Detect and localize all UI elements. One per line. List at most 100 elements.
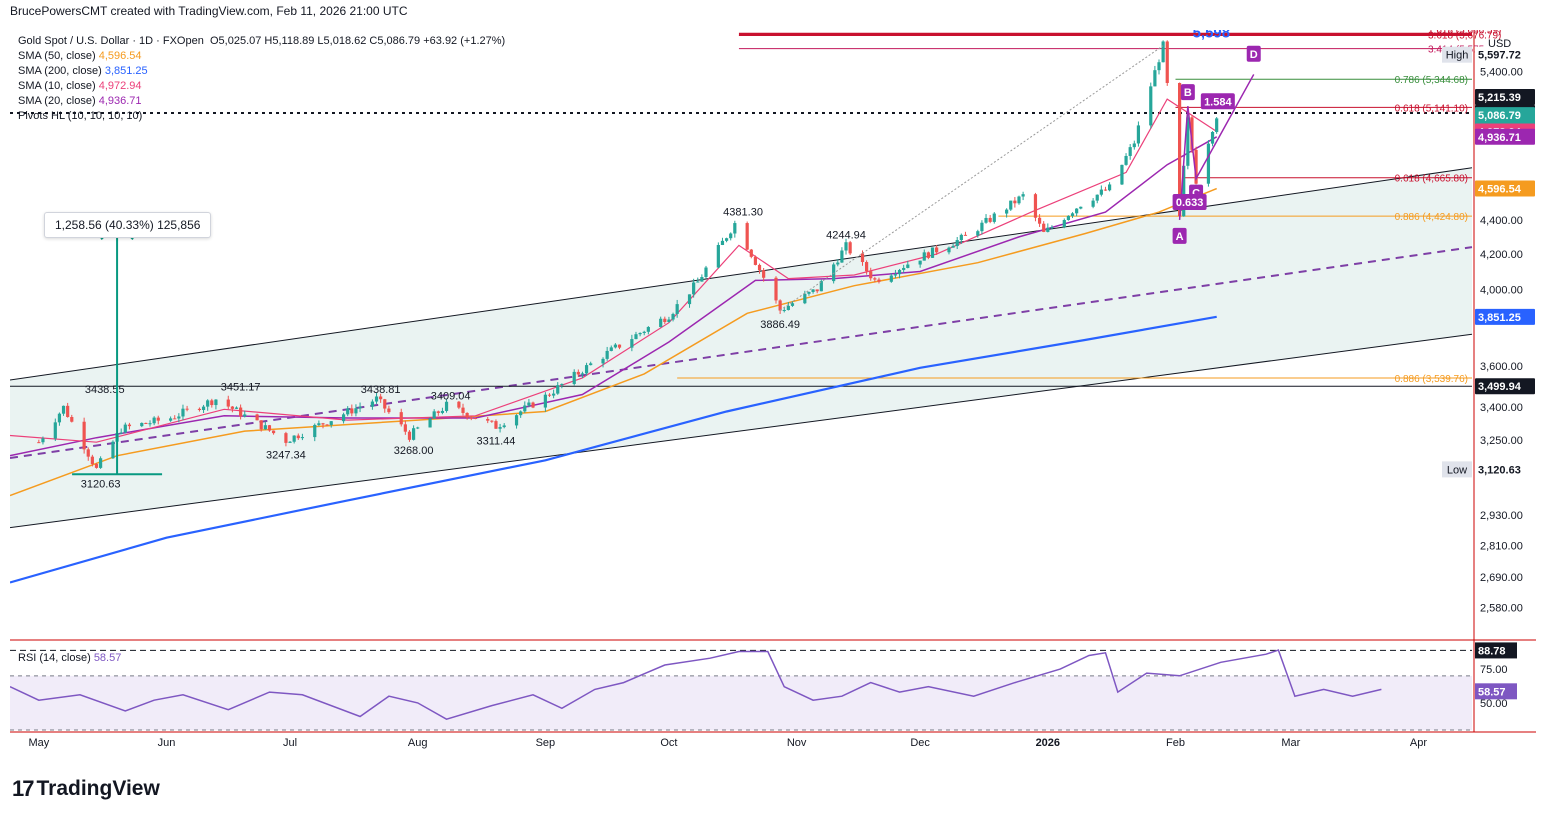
candle-body[interactable] xyxy=(1206,143,1211,184)
candle-body[interactable] xyxy=(201,406,206,411)
candle-body[interactable] xyxy=(753,256,758,265)
candle-body[interactable] xyxy=(1050,227,1054,229)
channel-lower-line[interactable] xyxy=(10,333,1473,529)
candle-body[interactable] xyxy=(1017,196,1021,204)
candle-body[interactable] xyxy=(383,399,387,409)
candle-body[interactable] xyxy=(1042,223,1046,232)
candle-body[interactable] xyxy=(444,401,449,411)
candle-body[interactable] xyxy=(123,424,127,433)
candle-body[interactable] xyxy=(284,433,288,443)
candle-body[interactable] xyxy=(889,275,893,282)
candle-body[interactable] xyxy=(1157,62,1161,71)
candle-body[interactable] xyxy=(206,400,210,407)
candle-body[interactable] xyxy=(1210,131,1215,144)
candle-body[interactable] xyxy=(692,282,696,295)
currency-label[interactable]: USD xyxy=(1488,38,1512,50)
candle-body[interactable] xyxy=(803,293,807,304)
candle-body[interactable] xyxy=(704,267,708,278)
candle-body[interactable] xyxy=(169,418,173,421)
candle-body[interactable] xyxy=(1182,165,1186,217)
chart-frame[interactable]: 1.618 (5,686.59)3.618 (5,676.79)3.414 (5… xyxy=(10,30,1536,762)
candle-body[interactable] xyxy=(1095,194,1099,201)
price-tag[interactable] xyxy=(1475,308,1535,325)
candle-body[interactable] xyxy=(1186,117,1190,166)
candle-body[interactable] xyxy=(1062,220,1066,228)
candle-body[interactable] xyxy=(1046,227,1050,232)
candle-body[interactable] xyxy=(119,432,123,434)
candle-body[interactable] xyxy=(469,417,473,419)
legend-sma20-row[interactable]: SMA (20, close) 4,936.71 xyxy=(18,95,505,107)
candle-body[interactable] xyxy=(576,371,580,375)
candle-body[interactable] xyxy=(457,401,461,408)
candle-body[interactable] xyxy=(370,401,375,407)
candle-body[interactable] xyxy=(1161,41,1165,63)
candle-body[interactable] xyxy=(757,264,762,271)
candle-body[interactable] xyxy=(790,303,795,306)
candle-body[interactable] xyxy=(992,213,996,222)
candle-body[interactable] xyxy=(379,396,383,400)
candle-body[interactable] xyxy=(37,442,41,444)
candle-body[interactable] xyxy=(428,418,432,428)
candle-body[interactable] xyxy=(840,250,844,263)
candle-body[interactable] xyxy=(181,408,185,417)
candle-body[interactable] xyxy=(197,408,202,411)
legend-sma10-row[interactable]: SMA (10, close) 4,972.94 xyxy=(18,80,505,92)
candle-body[interactable] xyxy=(177,416,181,419)
candle-body[interactable] xyxy=(552,393,556,396)
candle-body[interactable] xyxy=(259,420,263,430)
candle-body[interactable] xyxy=(696,281,700,283)
candle-body[interactable] xyxy=(865,262,869,272)
candle-body[interactable] xyxy=(893,274,898,276)
candle-body[interactable] xyxy=(1190,117,1194,150)
price-tag[interactable] xyxy=(1475,46,1535,63)
candle-body[interactable] xyxy=(745,223,749,250)
candle-body[interactable] xyxy=(584,365,589,374)
candle-body[interactable] xyxy=(1013,200,1017,204)
candle-body[interactable] xyxy=(935,247,939,253)
candle-body[interactable] xyxy=(317,423,321,425)
candle-body[interactable] xyxy=(1178,82,1182,217)
tradingview-brand[interactable]: 17 TradingView xyxy=(12,776,160,802)
candle-body[interactable] xyxy=(173,418,177,420)
candle-body[interactable] xyxy=(811,289,815,292)
candle-body[interactable] xyxy=(94,464,99,468)
candle-body[interactable] xyxy=(1128,147,1132,156)
candle-body[interactable] xyxy=(1021,194,1025,197)
candle-body[interactable] xyxy=(980,222,984,232)
candle-body[interactable] xyxy=(1009,200,1013,210)
candle-body[interactable] xyxy=(1120,164,1124,185)
candle-body[interactable] xyxy=(601,358,605,364)
candle-body[interactable] xyxy=(1066,215,1071,221)
price-tag[interactable] xyxy=(1475,378,1535,395)
harmonic-pattern[interactable] xyxy=(1178,74,1255,220)
candle-body[interactable] xyxy=(111,441,115,459)
candle-body[interactable] xyxy=(239,407,243,417)
candle-body[interactable] xyxy=(902,267,906,270)
candle-body[interactable] xyxy=(897,269,902,275)
candle-body[interactable] xyxy=(1070,213,1075,216)
candle-body[interactable] xyxy=(580,373,585,375)
candle-body[interactable] xyxy=(432,411,436,419)
candle-body[interactable] xyxy=(782,310,786,312)
candle-body[interactable] xyxy=(955,240,959,247)
candle-body[interactable] xyxy=(926,252,930,258)
candle-body[interactable] xyxy=(1103,189,1108,191)
candle-body[interactable] xyxy=(1005,209,1009,214)
candle-body[interactable] xyxy=(638,332,642,335)
candle-body[interactable] xyxy=(860,253,865,263)
candle-body[interactable] xyxy=(762,270,766,278)
candle-body[interactable] xyxy=(556,385,560,394)
candle-body[interactable] xyxy=(724,238,729,241)
harmonic-point-badge[interactable] xyxy=(1180,84,1195,101)
candle-body[interactable] xyxy=(127,424,132,427)
candle-body[interactable] xyxy=(663,318,667,323)
candle-body[interactable] xyxy=(152,417,156,424)
harmonic-point-badge[interactable] xyxy=(1172,193,1207,210)
candle-body[interactable] xyxy=(988,217,992,222)
candle-body[interactable] xyxy=(716,244,720,268)
candle-body[interactable] xyxy=(873,278,877,280)
price-tag[interactable] xyxy=(1475,180,1535,197)
candle-body[interactable] xyxy=(1079,206,1083,209)
channel-upper-line[interactable] xyxy=(10,167,1473,381)
harmonic-point-badge[interactable] xyxy=(1246,45,1261,62)
